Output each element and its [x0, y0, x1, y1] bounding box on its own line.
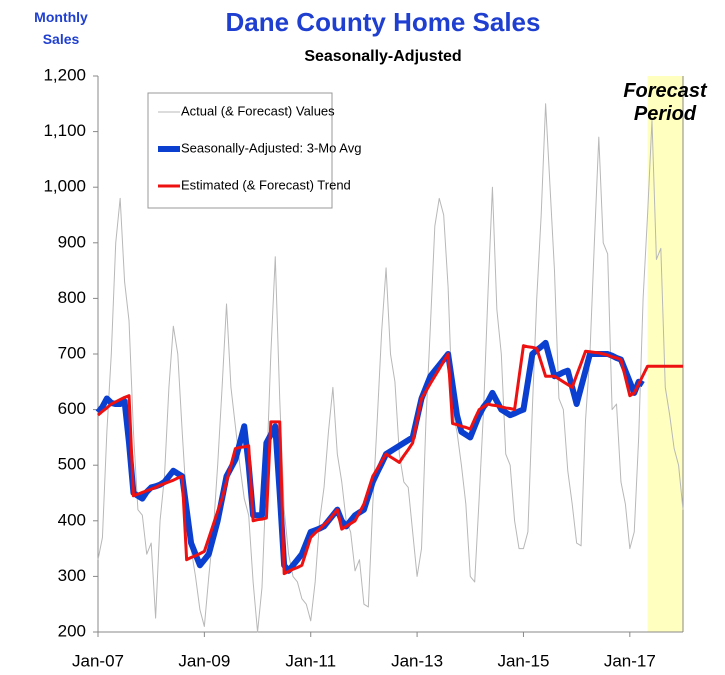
y-axis-label: Monthly Sales: [34, 9, 88, 47]
y-tick-label: 700: [58, 343, 86, 362]
legend-label: Seasonally-Adjusted: 3-Mo Avg: [181, 140, 361, 155]
y-tick-label: 600: [58, 399, 86, 418]
chart-subtitle: Seasonally-Adjusted: [304, 48, 461, 65]
forecast-label: Forecast Period: [623, 80, 707, 125]
series-line: [97, 344, 683, 576]
legend-label: Estimated (& Forecast) Trend: [181, 177, 351, 192]
y-tick-label: 1,100: [43, 121, 86, 140]
legend-label: Actual (& Forecast) Values: [181, 103, 335, 118]
y-tick-label: 900: [58, 232, 86, 251]
chart-title: Dane County Home Sales: [226, 7, 541, 37]
y-tick-label: 800: [58, 288, 86, 307]
x-tick-label: Jan-11: [285, 651, 336, 670]
y-tick-label: 300: [58, 566, 86, 585]
series-line: [95, 339, 645, 574]
series-line: [97, 103, 684, 633]
y-tick-label: 400: [58, 510, 86, 529]
x-tick-label: Jan-13: [391, 651, 443, 670]
x-tick-label: Jan-09: [178, 651, 230, 670]
y-tick-label: 1,200: [43, 65, 86, 84]
x-tick-label: Jan-15: [497, 651, 549, 670]
x-tick-label: Jan-07: [72, 651, 124, 670]
x-tick-label: Jan-17: [604, 651, 656, 670]
y-tick-label: 500: [58, 455, 86, 474]
y-tick-label: 200: [58, 621, 86, 640]
y-tick-label: 1,000: [43, 177, 86, 196]
